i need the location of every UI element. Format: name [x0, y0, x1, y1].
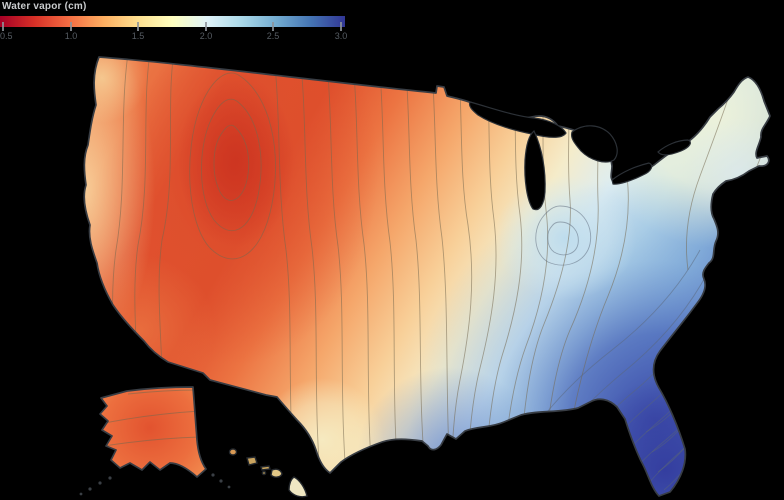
colorbar-tick-label: 3.0 [334, 31, 348, 41]
legend-title: Water vapor (cm) [2, 1, 87, 12]
great-lakes [468, 101, 691, 211]
colorbar [0, 16, 345, 27]
alaska-outline [99, 386, 207, 478]
hawaii-island-kauai [228, 448, 238, 456]
colorbar-tick-label: 2.5 [266, 31, 280, 41]
hawaii-island-molokai [260, 465, 271, 471]
alaska-inset [79, 386, 231, 496]
colorbar-tick-label: 0.5 [0, 31, 13, 41]
colorbar-tick [70, 22, 72, 31]
colorbar-tick [2, 22, 4, 31]
legend: Water vapor (cm) 0.5 1.0 1.5 2.0 2.5 3.0 [0, 0, 360, 44]
hawaii-island-oahu [246, 456, 258, 466]
lake-ontario [657, 139, 691, 156]
lake-michigan [524, 130, 546, 211]
colorbar-tick [205, 22, 207, 31]
lake-superior [468, 101, 567, 138]
colorbar-tick-label: 2.0 [199, 31, 213, 41]
colorbar-tick-label: 1.5 [131, 31, 145, 41]
hawaii-island-hawaii [288, 476, 308, 498]
colorbar-tick [137, 22, 139, 31]
hawaii-inset [228, 448, 308, 498]
lake-erie [611, 162, 653, 185]
hawaii-island-lanai [261, 470, 267, 476]
colorbar-tick [340, 22, 342, 31]
hawaii-island-maui [270, 468, 283, 478]
colorbar-tick-label: 1.0 [64, 31, 78, 41]
aleutian-islands [79, 473, 231, 496]
lake-huron [570, 125, 618, 163]
colorbar-tick [272, 22, 274, 31]
